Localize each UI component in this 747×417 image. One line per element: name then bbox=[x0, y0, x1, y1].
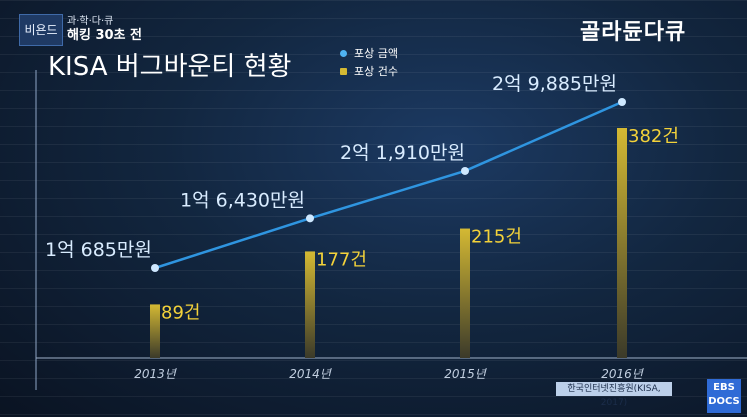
brand-logo: 골라듄다큐 bbox=[580, 20, 687, 45]
series-title: 해킹 30초 전 bbox=[67, 28, 142, 43]
bar-2014년 bbox=[305, 251, 315, 358]
point-2013년 bbox=[151, 264, 159, 272]
legend-label-amount: 포상 금액 bbox=[354, 47, 398, 60]
bar-2013년 bbox=[150, 304, 160, 358]
point-2015년 bbox=[461, 166, 469, 175]
x-tick-label: 2016년 bbox=[601, 367, 645, 381]
legend-item-amount: 포상 금액 bbox=[340, 44, 398, 62]
line-series-amount bbox=[154, 100, 623, 270]
bar-label: 382건 bbox=[628, 126, 679, 147]
chart-title: KISA 버그바운티 현황 bbox=[48, 52, 292, 82]
bar-label: 215건 bbox=[471, 227, 522, 248]
x-tick-label: 2013년 bbox=[134, 367, 178, 381]
legend: 포상 금액 포상 건수 bbox=[340, 44, 398, 80]
channel-logo: 비욘드 bbox=[19, 14, 63, 46]
ebs-logo-line1: EBS bbox=[713, 382, 735, 393]
point-2016년 bbox=[618, 98, 626, 106]
point-label: 1억 685만원 bbox=[45, 239, 152, 261]
x-tick-label: 2015년 bbox=[444, 367, 488, 381]
legend-item-count: 포상 건수 bbox=[340, 62, 398, 80]
x-tick-label: 2014년 bbox=[289, 367, 333, 381]
point-2014년 bbox=[306, 214, 314, 223]
ebs-logo-line2: DOCS bbox=[708, 396, 740, 407]
bar-2015년 bbox=[460, 228, 470, 358]
series-subtitle: 과·학·다·큐 bbox=[67, 16, 114, 27]
point-label: 2억 1,910만원 bbox=[340, 142, 465, 164]
bar-label: 177건 bbox=[316, 249, 367, 270]
ebs-docs-logo: EBS DOCS bbox=[707, 379, 741, 413]
point-label: 1억 6,430만원 bbox=[180, 189, 305, 211]
legend-swatch-count bbox=[340, 67, 347, 75]
bar-2016년 bbox=[617, 128, 627, 358]
legend-label-count: 포상 건수 bbox=[354, 65, 398, 78]
bar-label: 89건 bbox=[161, 302, 200, 323]
point-label: 2억 9,885만원 bbox=[492, 73, 617, 95]
source-credit: 한국인터넷진흥원(KISA, 2017) bbox=[556, 382, 672, 408]
legend-swatch-amount bbox=[340, 49, 347, 57]
